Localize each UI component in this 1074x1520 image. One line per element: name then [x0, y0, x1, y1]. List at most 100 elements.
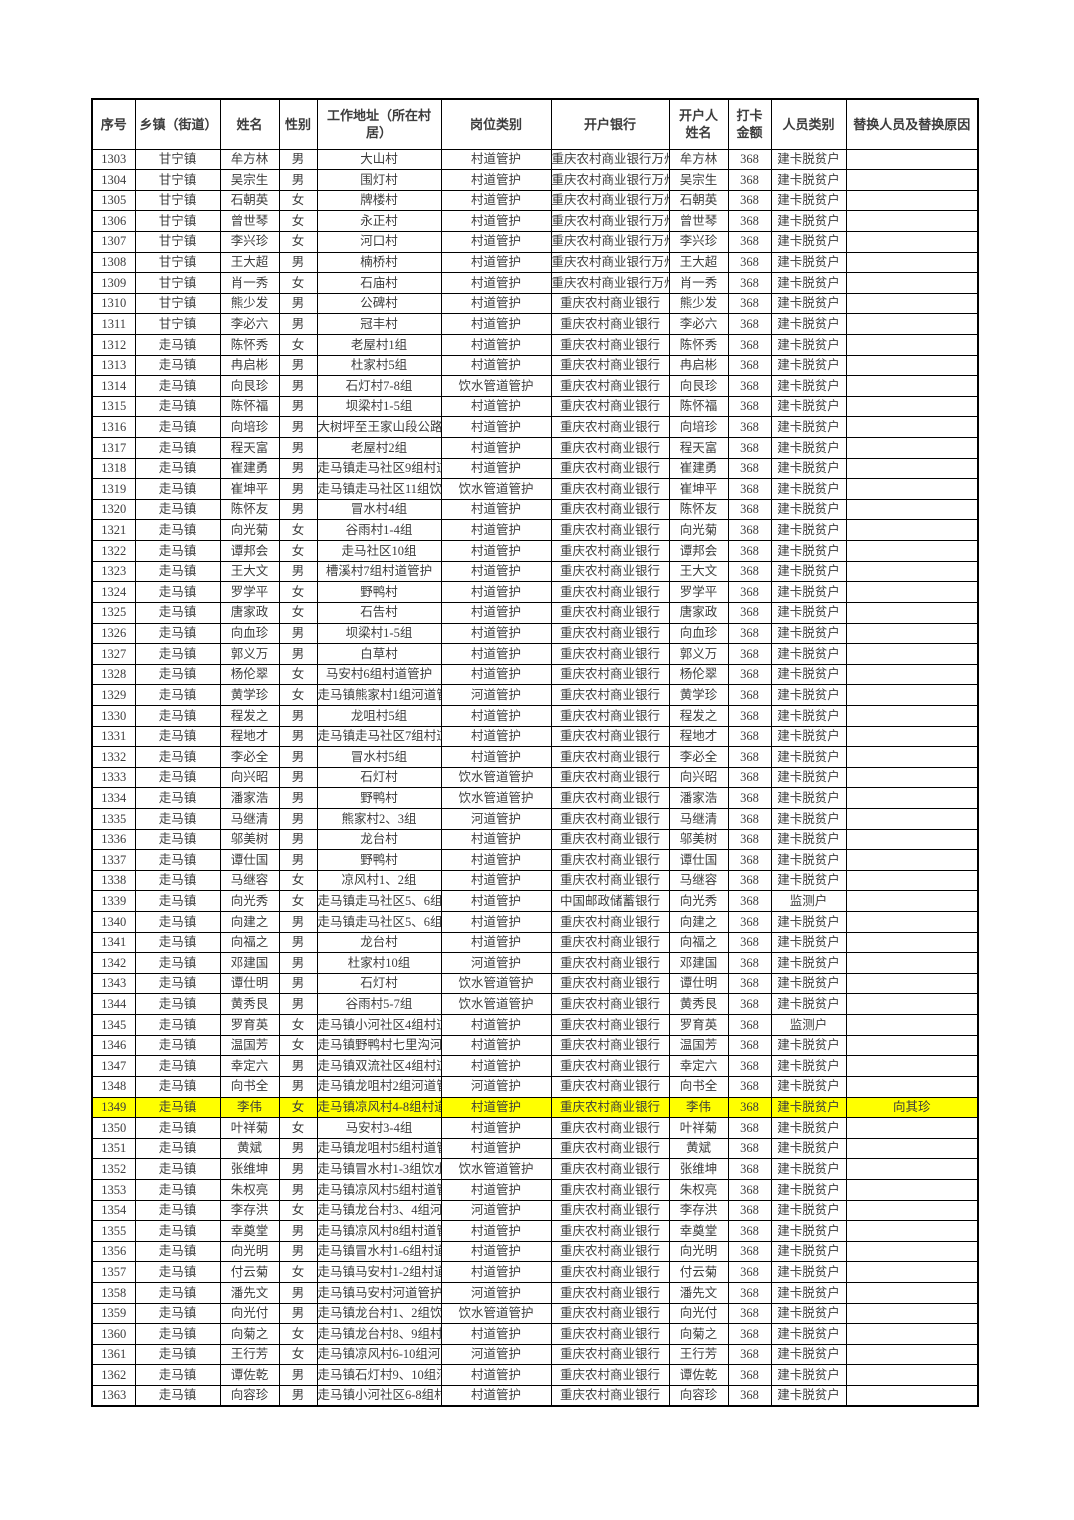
cell-job-category: 饮水管道管护 — [440, 787, 552, 809]
cell-account-name: 幸定六 — [668, 1055, 729, 1077]
cell-job-category: 村道管护 — [440, 601, 552, 624]
cell-person-category: 监测户 — [770, 1014, 847, 1036]
cell-work-address: 马安村3-4组 — [316, 1117, 442, 1139]
cell-person-category: 建卡脱贫户 — [770, 478, 847, 500]
table-row: 1316走马镇向培珍男大树坪至王家山段公路保洁村道管护重庆农村商业银行向培珍36… — [91, 416, 979, 439]
cell-job-category: 村道管护 — [440, 560, 552, 583]
cell-job-category: 村道管护 — [440, 354, 552, 377]
cell-person-category: 建卡脱贫户 — [770, 1137, 847, 1160]
cell-gender: 男 — [278, 148, 318, 171]
cell-job-category: 河道管护 — [440, 1343, 552, 1366]
table-row: 1360走马镇向菊之女走马镇龙台村8、9组村道管护村道管护重庆农村商业银行向菊之… — [91, 1323, 979, 1345]
cell-work-address: 楠桥村 — [316, 251, 442, 274]
cell-account-name: 程发之 — [668, 704, 729, 727]
cell-name: 马继清 — [219, 808, 280, 830]
cell-gender: 男 — [278, 354, 318, 377]
cell-gender: 男 — [278, 746, 318, 768]
table-row: 1339走马镇向光秀女走马镇走马社区5、6组河道管护村道管护中国邮政储蓄银行向光… — [91, 890, 979, 913]
cell-account-name: 邓建国 — [668, 952, 729, 974]
cell-amount: 368 — [727, 1240, 772, 1263]
cell-bank: 重庆农村商业银行 — [550, 787, 670, 809]
cell-amount: 368 — [727, 581, 772, 603]
cell-account-name: 王行芳 — [668, 1343, 729, 1366]
cell-township: 走马镇 — [134, 787, 221, 809]
cell-township: 走马镇 — [134, 416, 221, 439]
cell-gender: 男 — [278, 1178, 318, 1201]
cell-gender: 女 — [278, 230, 318, 253]
cell-township: 走马镇 — [134, 828, 221, 851]
cell-serial: 1309 — [91, 272, 136, 294]
cell-township: 走马镇 — [134, 911, 221, 933]
cell-person-category: 建卡脱贫户 — [770, 313, 847, 335]
cell-amount: 368 — [727, 1096, 772, 1119]
cell-gender: 女 — [278, 1343, 318, 1366]
table-row: 1352走马镇张维坤男走马镇冒水村1-3组饮水管护饮水管道管护重庆农村商业银行张… — [91, 1158, 979, 1180]
cell-township: 走马镇 — [134, 1137, 221, 1160]
cell-work-address: 老屋村2组 — [316, 437, 442, 459]
cell-account-name: 杨伦翠 — [668, 663, 729, 686]
cell-amount: 368 — [727, 478, 772, 500]
cell-person-category: 建卡脱贫户 — [770, 1199, 847, 1222]
cell-work-address: 河口村 — [316, 230, 442, 253]
cell-township: 走马镇 — [134, 1364, 221, 1387]
cell-gender: 男 — [278, 457, 318, 480]
cell-amount: 368 — [727, 1385, 772, 1407]
cell-serial: 1318 — [91, 457, 136, 480]
cell-account-name: 张维坤 — [668, 1158, 729, 1180]
cell-serial: 1329 — [91, 684, 136, 706]
cell-bank: 重庆农村商业银行 — [550, 313, 670, 335]
cell-account-name: 王大文 — [668, 560, 729, 583]
cell-serial: 1325 — [91, 601, 136, 624]
cell-name: 谭仕国 — [219, 849, 280, 871]
cell-work-address: 龙台村 — [316, 828, 442, 851]
cell-amount: 368 — [727, 375, 772, 397]
cell-bank: 重庆农村商业银行 — [550, 766, 670, 789]
cell-person-category: 建卡脱贫户 — [770, 725, 847, 748]
cell-serial: 1327 — [91, 643, 136, 665]
cell-person-category: 建卡脱贫户 — [770, 849, 847, 871]
cell-job-category: 村道管护 — [440, 911, 552, 933]
cell-work-address: 走马镇冒水村1-3组饮水管护 — [316, 1158, 442, 1180]
cell-serial: 1348 — [91, 1075, 136, 1098]
cell-name: 唐家政 — [219, 601, 280, 624]
cell-bank: 重庆农村商业银行 — [550, 1158, 670, 1180]
cell-amount: 368 — [727, 622, 772, 645]
table-row: 1337 走马镇 谭仕国男野鸭村 村道管护 重庆农村商业银行 谭仕国 368 建卡脱贫户 — [91, 849, 979, 871]
cell-serial: 1314 — [91, 375, 136, 397]
cell-work-address: 石告村 — [316, 601, 442, 624]
cell-replacement — [845, 581, 979, 603]
cell-job-category: 河道管护 — [440, 1199, 552, 1222]
cell-amount: 368 — [727, 787, 772, 809]
cell-name: 向培珍 — [219, 416, 280, 439]
cell-gender: 男 — [278, 704, 318, 727]
cell-amount: 368 — [727, 1137, 772, 1160]
cell-name: 向书全 — [219, 1075, 280, 1098]
cell-bank: 重庆农村商业银行万州支行 — [550, 230, 670, 253]
cell-bank: 重庆农村商业银行 — [550, 1302, 670, 1325]
cell-work-address: 冠丰村 — [316, 313, 442, 335]
cell-gender: 男 — [278, 828, 318, 851]
cell-township: 走马镇 — [134, 354, 221, 377]
cell-account-name: 马继清 — [668, 808, 729, 830]
cell-bank: 重庆农村商业银行 — [550, 416, 670, 439]
cell-bank: 重庆农村商业银行 — [550, 746, 670, 768]
cell-replacement — [845, 1220, 979, 1242]
col-header-amount: 打卡金额 — [727, 98, 772, 150]
cell-amount: 368 — [727, 931, 772, 954]
table-row: 1357走马镇付云菊女走马镇马安村1-2组村道管护村道管护重庆农村商业银行付云菊… — [91, 1261, 979, 1284]
cell-gender: 女 — [278, 272, 318, 294]
cell-bank: 重庆农村商业银行 — [550, 1385, 670, 1407]
cell-job-category: 村道管护 — [440, 292, 552, 315]
cell-work-address: 石灯村 — [316, 972, 442, 995]
col-header-person-category: 人员类别 — [770, 98, 847, 150]
table-row: 1321 走马镇 向光菊女谷雨村1-4组 村道管护 重庆农村商业银行 向光菊 368 建卡脱贫… — [91, 519, 979, 542]
cell-work-address: 永正村 — [316, 210, 442, 232]
table-row: 1306甘宁镇曾世琴女永正村村道管护重庆农村商业银行万州支行曾世琴368建卡脱贫… — [91, 210, 979, 232]
cell-work-address: 野鸭村 — [316, 787, 442, 809]
cell-name: 黄学珍 — [219, 684, 280, 706]
cell-job-category: 饮水管道管护 — [440, 993, 552, 1016]
cell-gender: 男 — [278, 437, 318, 459]
cell-serial: 1336 — [91, 828, 136, 851]
cell-township: 走马镇 — [134, 1178, 221, 1201]
cell-work-address: 走马镇凉风村8组村道管护 — [316, 1220, 442, 1242]
